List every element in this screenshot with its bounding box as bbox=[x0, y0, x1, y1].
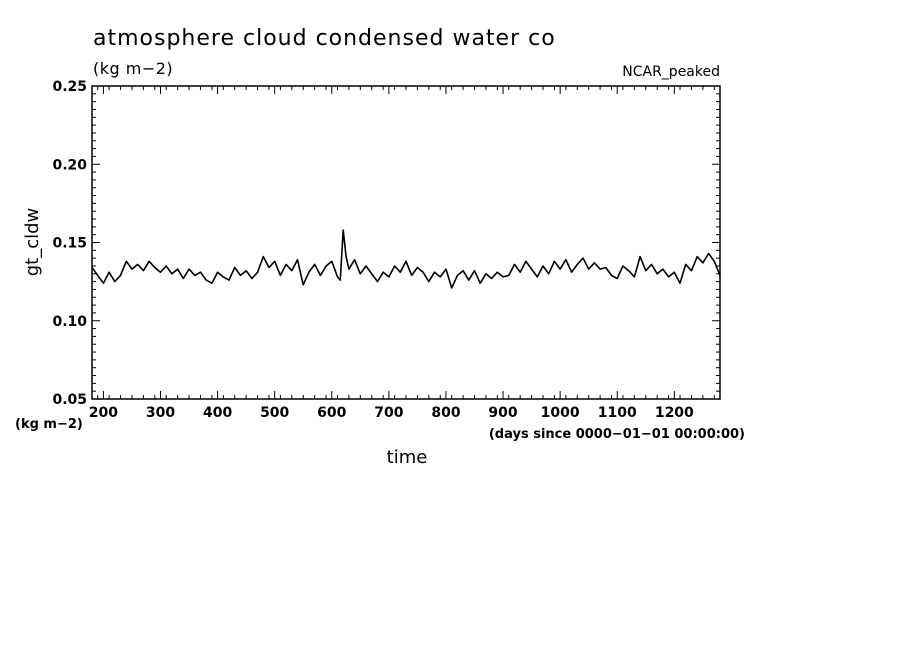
x-tick-label: 500 bbox=[260, 405, 289, 421]
x-tick-label: 1100 bbox=[598, 405, 637, 421]
y-axis-label: gt_cldw bbox=[22, 208, 43, 277]
dataset-label: NCAR_peaked bbox=[622, 64, 720, 80]
y-tick-label: 0.05 bbox=[52, 392, 87, 408]
y-axis-ticks: 0.05 0.10 0.15 0.20 0.25 bbox=[52, 79, 720, 408]
x-tick-label: 400 bbox=[203, 405, 232, 421]
y-units-label: (kg m−2) bbox=[15, 417, 83, 432]
chart-title: atmosphere cloud condensed water co bbox=[93, 26, 556, 51]
x-axis-ticks: 200 300 400 500 600 700 800 900 1000 1100 1200 bbox=[89, 86, 715, 421]
gridless-axes: 200 300 400 500 600 700 800 900 1000 1100 1200 0.0… bbox=[52, 79, 721, 421]
y-tick-label: 0.10 bbox=[52, 314, 87, 330]
x-tick-label: 200 bbox=[89, 405, 118, 421]
plot-frame bbox=[91, 85, 721, 400]
x-tick-label: 300 bbox=[146, 405, 175, 421]
units-label: (kg m−2) bbox=[93, 59, 173, 78]
series-layer bbox=[91, 229, 721, 289]
x-tick-label: 600 bbox=[317, 405, 346, 421]
y-tick-label: 0.15 bbox=[52, 236, 87, 252]
x-units-label: (days since 0000−01−01 00:00:00) bbox=[489, 427, 745, 442]
y-tick-label: 0.20 bbox=[52, 157, 87, 173]
x-tick-label: 900 bbox=[488, 405, 517, 421]
x-tick-label: 1000 bbox=[541, 405, 580, 421]
y-tick-label: 0.25 bbox=[52, 79, 87, 95]
x-axis-label: time bbox=[387, 447, 428, 468]
x-tick-label: 1200 bbox=[655, 405, 694, 421]
series-line-gt_cldw bbox=[91, 229, 721, 289]
x-tick-label: 700 bbox=[374, 405, 403, 421]
x-tick-label: 800 bbox=[431, 405, 460, 421]
